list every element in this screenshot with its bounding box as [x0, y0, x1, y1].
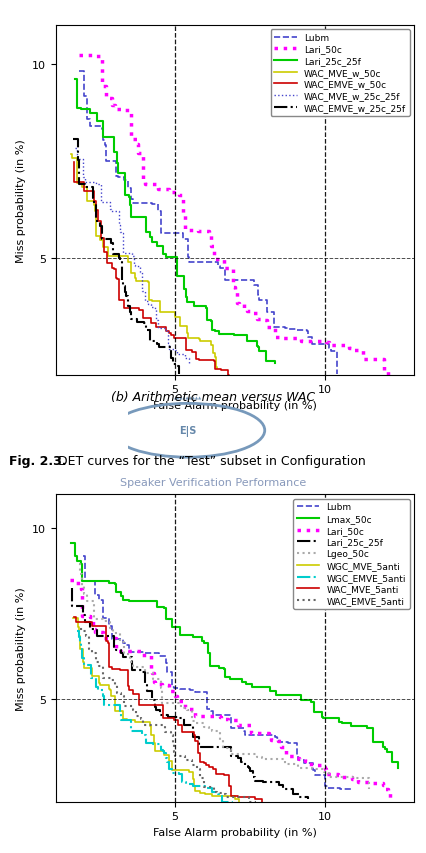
Y-axis label: Miss probability (in %): Miss probability (in %)	[16, 587, 26, 710]
Text: ▲▲▲▲▲▲▲▲▲: ▲▲▲▲▲▲▲▲▲	[173, 396, 201, 400]
X-axis label: False Alarm probability (in %): False Alarm probability (in %)	[153, 401, 316, 410]
Legend: Lubm, Lari_50c, Lari_25c_25f, WAC_MVE_w_50c, WAC_EMVE_w_50c, WAC_MVE_w_25c_25f, : Lubm, Lari_50c, Lari_25c_25f, WAC_MVE_w_…	[270, 30, 409, 117]
Text: Speaker Verification Performance: Speaker Verification Performance	[120, 477, 306, 487]
X-axis label: False Alarm probability (in %): False Alarm probability (in %)	[153, 827, 316, 837]
Legend: Lubm, Lmax_50c, Lari_50c, Lari_25c_25f, Lgeo_50c, WGC_MVE_5anti, WGC_EMVE_5anti,: Lubm, Lmax_50c, Lari_50c, Lari_25c_25f, …	[293, 499, 409, 609]
Text: DET curves for the “Test” subset in Configuration: DET curves for the “Test” subset in Conf…	[58, 455, 365, 468]
Text: (b) Arithmetic mean versus WAC: (b) Arithmetic mean versus WAC	[111, 390, 315, 403]
Text: E|S: E|S	[179, 426, 196, 436]
Y-axis label: Miss probability (in %): Miss probability (in %)	[16, 139, 26, 262]
Text: Fig. 2.3.: Fig. 2.3.	[9, 455, 66, 468]
